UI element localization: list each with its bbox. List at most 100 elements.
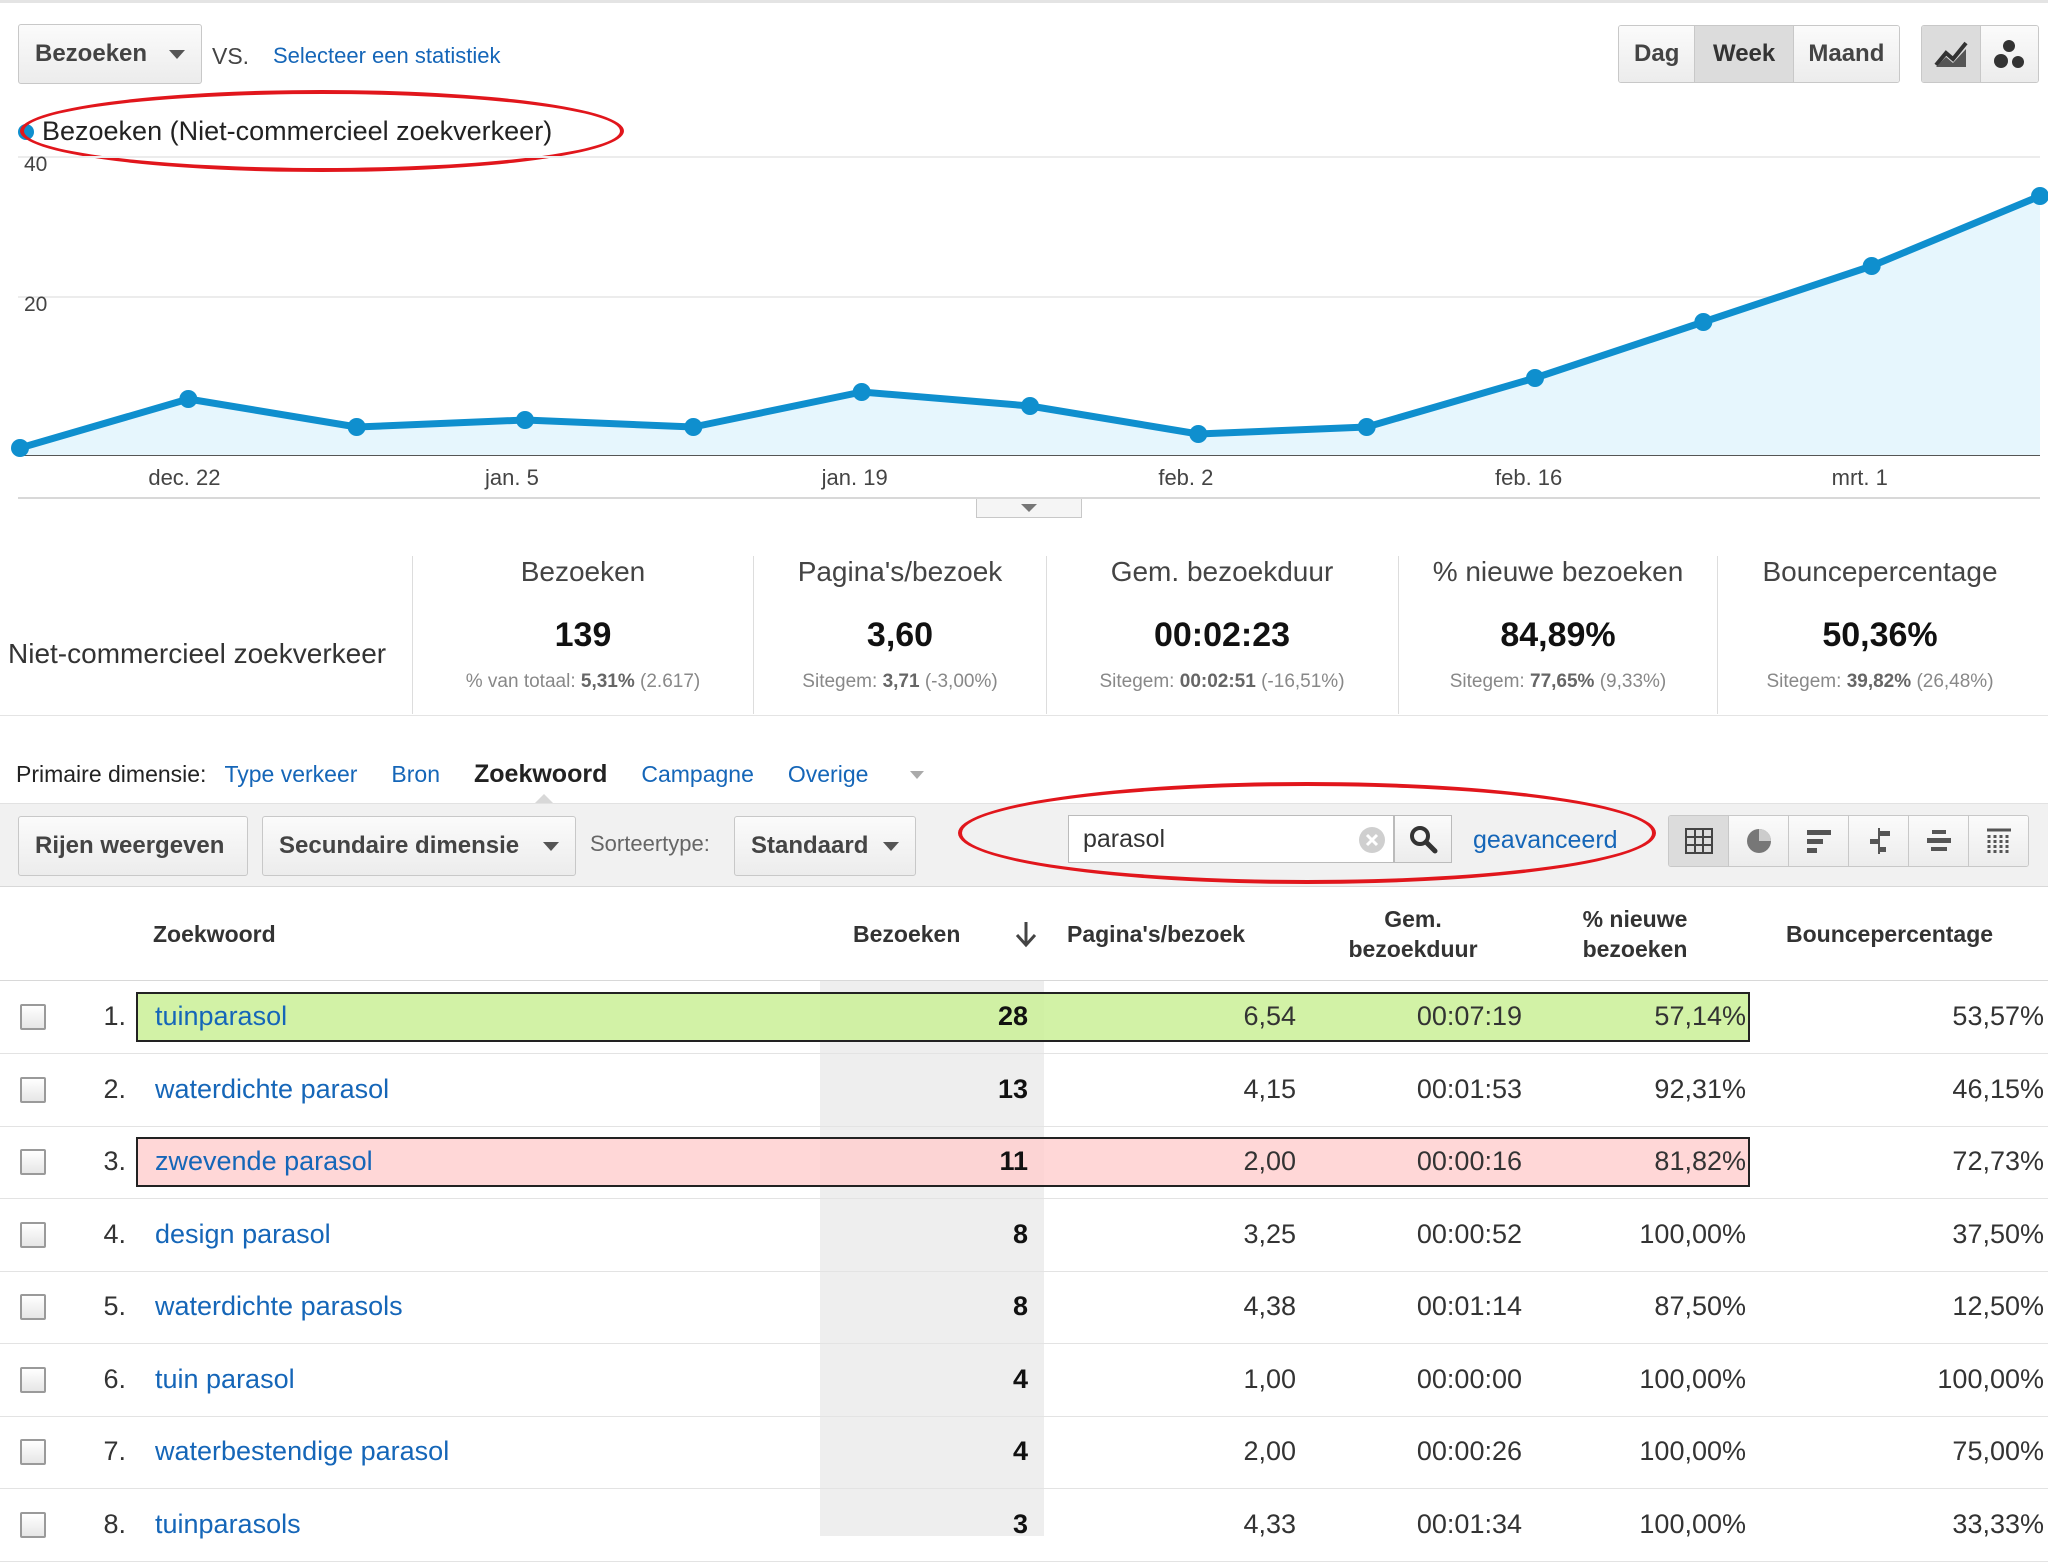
header-keyword[interactable]: Zoekwoord xyxy=(153,921,276,947)
legend-label: Bezoeken (Niet-commercieel zoekverkeer) xyxy=(42,116,553,146)
summary-divider xyxy=(1046,556,1047,714)
table-row: 8. tuinparasols 3 4,33 00:01:34 100,00% 33,33% xyxy=(0,1489,2048,1562)
row-pages-per-visit: 3,25 xyxy=(1243,1218,1296,1249)
header-avg-duration[interactable]: Gem. bezoekduur xyxy=(1338,904,1488,964)
show-rows-label: Rijen weergeven xyxy=(35,832,225,859)
row-pages-per-visit: 1,00 xyxy=(1243,1363,1296,1394)
row-avg-duration: 00:00:00 xyxy=(1416,1363,1522,1394)
chart-legend: Bezoeken (Niet-commercieel zoekverkeer) xyxy=(18,116,552,147)
row-keyword-link[interactable]: waterdichte parasol xyxy=(155,1073,390,1104)
row-avg-duration: 00:00:26 xyxy=(1416,1436,1522,1466)
row-keyword-link[interactable]: tuinparasols xyxy=(155,1508,301,1539)
chart-data-point xyxy=(852,383,871,401)
sort-type-select[interactable]: Standaard xyxy=(734,816,916,876)
chart-data-point xyxy=(347,418,366,436)
header-visits[interactable]: Bezoeken xyxy=(853,921,961,947)
show-rows-button[interactable]: Rijen weergeven xyxy=(18,816,248,876)
row-keyword-link[interactable]: waterbestendige parasol xyxy=(155,1436,450,1466)
compare-metric-link[interactable]: Selecteer een statistiek xyxy=(273,43,501,68)
chart-data-point xyxy=(1357,418,1376,436)
row-visits: 4 xyxy=(1012,1436,1028,1466)
term-cloud-view-icon[interactable] xyxy=(1909,816,1969,866)
period-button-week[interactable]: Week xyxy=(1695,26,1794,82)
row-checkbox[interactable] xyxy=(20,1221,46,1248)
line-chart-icon[interactable] xyxy=(1922,26,1981,82)
advanced-filter-link[interactable]: geavanceerd xyxy=(1473,826,1618,854)
pivot-view-icon[interactable] xyxy=(1969,816,2028,866)
chart-data-point xyxy=(1862,257,1881,275)
table-row: 2. waterdichte parasol 13 4,15 00:01:53 92,31… xyxy=(0,1054,2048,1127)
top-border xyxy=(0,0,2048,3)
row-checkbox[interactable] xyxy=(20,1076,46,1103)
row-checkbox[interactable] xyxy=(20,1439,46,1465)
header-pages-per-visit[interactable]: Pagina's/bezoek xyxy=(1067,921,1246,947)
motion-chart-icon[interactable] xyxy=(1980,26,2038,82)
row-keyword-link[interactable]: waterdichte parasols xyxy=(155,1291,403,1321)
search-button[interactable] xyxy=(1394,815,1452,863)
header-avg-duration-line1: Gem. xyxy=(1384,906,1442,932)
sort-desc-icon[interactable] xyxy=(1014,920,1038,953)
metric-sub: % van totaal: 5,31% (2.617) xyxy=(465,671,701,692)
row-avg-duration: 00:07:19 xyxy=(1416,1001,1522,1031)
table-search-input[interactable]: parasol xyxy=(1068,815,1394,863)
period-switcher: Dag Week Maand xyxy=(1618,25,1900,83)
secondary-dimension-label: Secundaire dimensie xyxy=(279,832,520,859)
summary-segment-label: Niet-commercieel zoekverkeer xyxy=(8,638,387,669)
chart-data-point xyxy=(1694,313,1713,331)
clear-search-icon[interactable] xyxy=(1359,827,1385,853)
row-visits: 28 xyxy=(997,1001,1028,1031)
row-bounce-rate: 33,33% xyxy=(1952,1508,2044,1539)
row-checkbox[interactable] xyxy=(20,1511,46,1538)
comparison-view-icon[interactable] xyxy=(1849,816,1909,866)
row-index: 2. xyxy=(103,1073,126,1104)
row-avg-duration: 00:00:16 xyxy=(1416,1146,1522,1176)
header-new-visits[interactable]: % nieuwe bezoeken xyxy=(1560,904,1710,964)
header-bounce-rate[interactable]: Bouncepercentage xyxy=(1786,921,1994,947)
row-avg-duration: 00:01:14 xyxy=(1416,1291,1522,1321)
row-visits: 4 xyxy=(1012,1363,1028,1394)
x-tick-label: feb. 2 xyxy=(1158,465,1213,490)
period-button-month[interactable]: Maand xyxy=(1793,26,1899,82)
table-view-icon[interactable] xyxy=(1669,816,1729,866)
pie-view-icon[interactable] xyxy=(1729,816,1789,866)
row-visits: 11 xyxy=(999,1146,1028,1176)
row-keyword-link[interactable]: design parasol xyxy=(155,1218,331,1249)
table-row: 6. tuin parasol 4 1,00 00:00:00 100,00% 100,00… xyxy=(0,1344,2048,1417)
header-new-visits-line1: % nieuwe xyxy=(1582,906,1688,932)
row-visits: 8 xyxy=(1012,1218,1028,1249)
dimension-traffic-type[interactable]: Type verkeer xyxy=(224,761,358,787)
row-keyword-link[interactable]: zwevende parasol xyxy=(155,1146,373,1176)
row-checkbox[interactable] xyxy=(20,1366,46,1393)
row-checkbox[interactable] xyxy=(20,1294,46,1320)
row-pages-per-visit: 4,15 xyxy=(1243,1073,1296,1104)
summary-metric-pages: Pagina's/bezoek 3,60 Sitegem: 3,71 (-3,0… xyxy=(754,556,1046,712)
period-button-day[interactable]: Dag xyxy=(1619,26,1696,82)
row-checkbox[interactable] xyxy=(20,1004,46,1030)
secondary-dimension-button[interactable]: Secundaire dimensie xyxy=(262,816,576,876)
vs-label: VS. xyxy=(212,43,250,69)
row-checkbox[interactable] xyxy=(20,1149,46,1175)
chevron-down-icon xyxy=(169,49,185,59)
metric-value: 00:02:23 xyxy=(1153,616,1291,654)
table-row: 4. design parasol 8 3,25 00:00:52 100,00% 37,5… xyxy=(0,1199,2048,1272)
performance-view-icon[interactable] xyxy=(1789,816,1849,866)
row-highlight-red xyxy=(136,1137,1750,1187)
row-index: 7. xyxy=(103,1436,126,1466)
chart-collapse-handle[interactable] xyxy=(976,499,1082,518)
metric-title: Bouncepercentage xyxy=(1762,556,1998,587)
row-keyword-link[interactable]: tuin parasol xyxy=(155,1363,295,1394)
row-new-visits: 100,00% xyxy=(1639,1436,1746,1466)
row-bounce-rate: 100,00% xyxy=(1937,1363,2044,1394)
metric-title: Pagina's/bezoek xyxy=(797,556,1003,587)
dimension-keyword[interactable]: Zoekwoord xyxy=(474,760,608,788)
row-index: 3. xyxy=(103,1146,126,1176)
dimension-other[interactable]: Overige xyxy=(788,761,959,788)
x-tick-label: dec. 22 xyxy=(148,465,220,490)
metric-title: Gem. bezoekduur xyxy=(1110,556,1334,587)
row-keyword-link[interactable]: tuinparasol xyxy=(155,1001,288,1031)
chart-data-point xyxy=(11,439,29,457)
dimension-campaign[interactable]: Campagne xyxy=(641,761,754,787)
metric-select[interactable]: Bezoeken xyxy=(18,24,202,84)
chevron-down-icon xyxy=(910,770,925,779)
dimension-source[interactable]: Bron xyxy=(391,761,440,787)
